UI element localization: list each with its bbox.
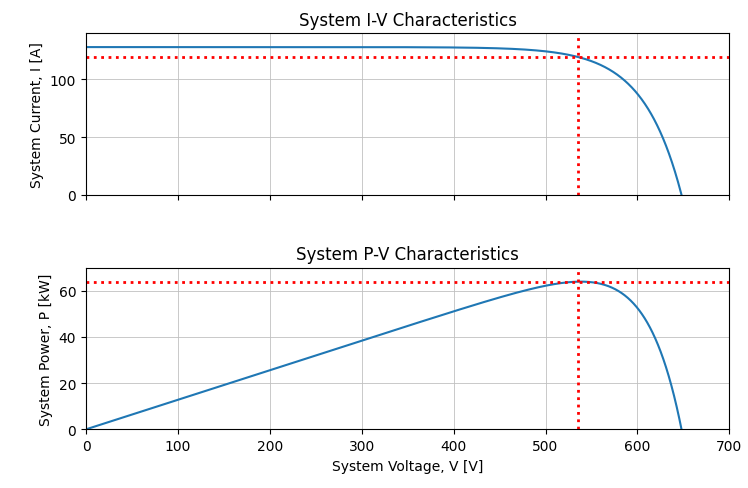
X-axis label: System Voltage, V [V]: System Voltage, V [V] bbox=[332, 459, 483, 473]
Y-axis label: System Power, P [kW]: System Power, P [kW] bbox=[39, 273, 53, 425]
Y-axis label: System Current, I [A]: System Current, I [A] bbox=[31, 42, 44, 187]
Title: System I-V Characteristics: System I-V Characteristics bbox=[298, 12, 517, 30]
Title: System P-V Characteristics: System P-V Characteristics bbox=[296, 246, 519, 264]
